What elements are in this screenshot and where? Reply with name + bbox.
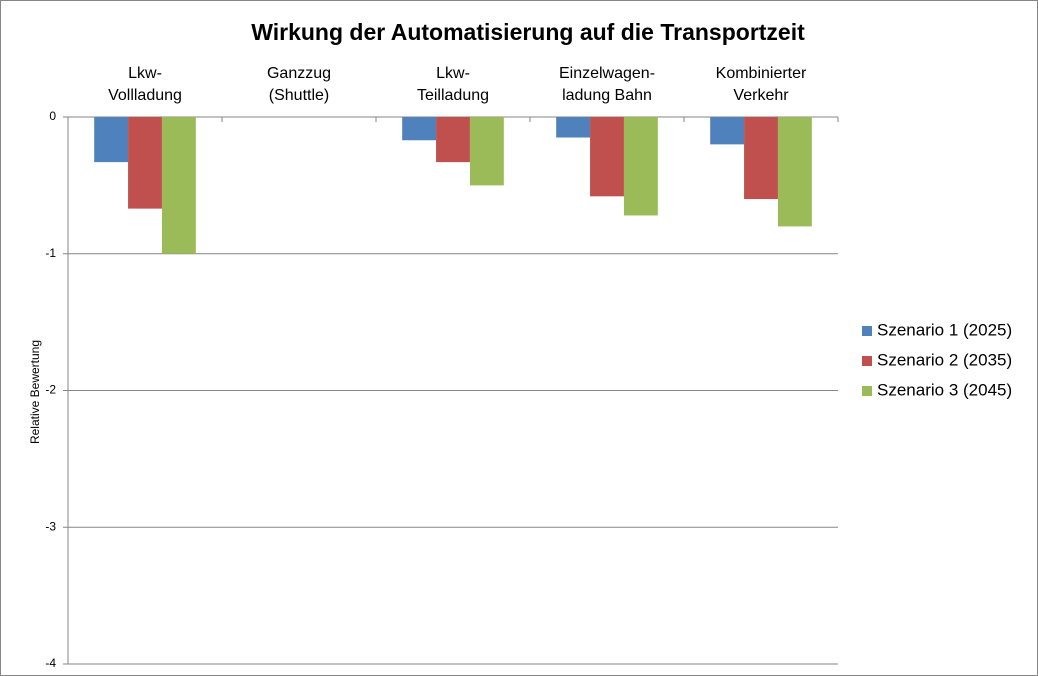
bar — [623, 117, 658, 216]
bar — [556, 117, 591, 138]
bar — [469, 117, 504, 186]
chart-title: Wirkung der Automatisierung auf die Tran… — [251, 19, 805, 45]
bar — [710, 117, 745, 145]
bar — [590, 117, 624, 197]
y-tick-label: -2 — [45, 383, 56, 397]
y-tick-label: -3 — [45, 519, 56, 533]
x-tick-label: Ganzzug — [267, 65, 331, 82]
x-tick-label: Verkehr — [733, 87, 789, 104]
bar — [744, 117, 778, 200]
bar — [94, 117, 129, 163]
legend-label: Szenario 1 (2025) — [877, 320, 1012, 339]
bar — [402, 117, 437, 141]
legend-label: Szenario 2 (2035) — [877, 350, 1012, 369]
bar — [161, 117, 196, 254]
x-tick-label: Teilladung — [417, 87, 489, 104]
x-tick-label: Vollladung — [108, 87, 182, 104]
y-tick-label: 0 — [49, 109, 56, 123]
x-tick-label: Kombinierter — [716, 65, 807, 82]
y-axis-label: Relative Bewertung — [28, 340, 42, 444]
bar — [436, 117, 470, 163]
legend-label: Szenario 3 (2045) — [877, 380, 1012, 399]
x-tick-label: Lkw- — [436, 65, 470, 82]
x-tick-label: ladung Bahn — [562, 87, 652, 104]
bar — [128, 117, 162, 209]
y-tick-label: -1 — [45, 246, 56, 260]
bar — [777, 117, 812, 227]
y-tick-label: -4 — [45, 656, 56, 670]
legend-swatch — [862, 356, 872, 366]
legend-swatch — [862, 326, 872, 336]
x-tick-label: Lkw- — [128, 65, 162, 82]
x-tick-label: (Shuttle) — [269, 87, 329, 104]
legend-swatch — [862, 386, 872, 396]
x-tick-label: Einzelwagen- — [559, 65, 655, 82]
